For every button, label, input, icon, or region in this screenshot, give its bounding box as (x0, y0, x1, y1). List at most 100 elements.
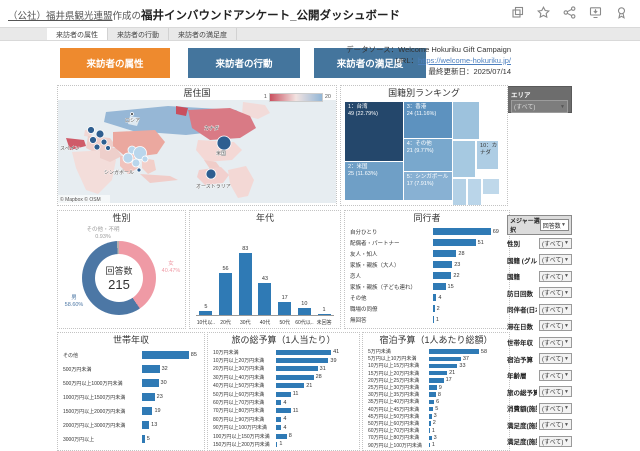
bar-value: 37 (462, 355, 469, 362)
filter-dropdown[interactable]: (すべて) ▼ (539, 435, 572, 447)
org-link[interactable]: （公社）福井県観光連盟 (8, 11, 113, 22)
country-canada[interactable] (188, 108, 256, 140)
bar[interactable] (429, 385, 437, 390)
filter-dropdown[interactable]: (すべて) ▼ (539, 270, 572, 282)
nav-button[interactable]: 来訪者の満足度 (314, 48, 426, 78)
measure-dropdown[interactable]: 回答数 ▼ (539, 219, 569, 231)
gender-donut[interactable]: 回答数 215 (82, 241, 156, 315)
filter-dropdown[interactable]: (すべて) ▼ (539, 369, 572, 381)
treemap-cell[interactable] (453, 102, 480, 139)
badge-icon[interactable] (615, 6, 628, 19)
filter-dropdown[interactable]: (すべて) ▼ (539, 419, 572, 431)
filter-dropdown[interactable]: (すべて) ▼ (539, 353, 572, 365)
filter-dropdown[interactable]: (すべて) ▼ (539, 386, 572, 398)
bar[interactable] (276, 383, 305, 389)
bar[interactable] (297, 307, 311, 315)
bar[interactable] (433, 228, 491, 235)
bar[interactable] (199, 311, 213, 315)
bar[interactable] (142, 407, 153, 415)
filter-dropdown[interactable]: (すべて) ▼ (539, 254, 572, 266)
filter-dropdown[interactable]: (すべて) ▼ (539, 287, 572, 299)
treemap-cell[interactable]: 5：シンガポール 17 (7.91%) (403, 172, 453, 200)
bar[interactable] (276, 358, 329, 364)
bar-value: 23 (454, 261, 461, 268)
copy-icon[interactable] (511, 6, 524, 19)
sheet-tab[interactable]: 来訪者の満足度 (169, 28, 237, 40)
datasource-link[interactable]: https://welcome-hokuriku.jp/ (418, 56, 511, 65)
filter-dropdown[interactable]: (すべて) ▼ (539, 303, 572, 315)
treemap-cell[interactable]: 10：カナダ (477, 140, 498, 170)
sheet-tab[interactable]: 来訪者の属性 (47, 28, 108, 40)
share-icon[interactable] (563, 6, 576, 19)
bar[interactable] (429, 378, 444, 383)
bar[interactable] (429, 421, 431, 426)
treemap-cell[interactable]: 4：その他 21 (9.77%) (403, 138, 453, 172)
treemap-cell[interactable] (468, 179, 482, 205)
bar[interactable] (142, 435, 145, 443)
bar[interactable] (433, 261, 453, 268)
bar[interactable] (142, 393, 155, 401)
bar[interactable] (429, 428, 430, 433)
treemap-cell[interactable] (483, 179, 499, 195)
bar[interactable] (433, 294, 437, 301)
bar[interactable] (238, 253, 252, 315)
bar[interactable] (276, 374, 314, 380)
bar[interactable] (276, 400, 282, 406)
bar[interactable] (142, 365, 160, 373)
bar[interactable] (429, 435, 432, 441)
bar[interactable] (219, 273, 233, 315)
filter-dropdown[interactable]: (すべて) ▼ (539, 320, 572, 332)
bar[interactable] (276, 366, 318, 372)
bar-label: 70万円以上80万円未満 (213, 408, 265, 415)
nav-button[interactable]: 来訪者の行動 (188, 48, 300, 78)
star-icon[interactable] (537, 6, 550, 19)
bar[interactable] (142, 379, 159, 387)
region-alaska[interactable] (176, 106, 188, 116)
treemap-cell[interactable]: 3：香港 24 (11.16%) (403, 102, 453, 138)
treemap-cell[interactable]: 2：米国 25 (11.63%) (345, 162, 403, 200)
bar[interactable] (429, 349, 479, 354)
bar[interactable] (142, 351, 189, 359)
country-spain[interactable] (66, 138, 86, 150)
bar[interactable] (429, 442, 430, 448)
bar[interactable] (433, 272, 452, 279)
filter-label: 性別 (507, 241, 520, 249)
bar[interactable] (276, 416, 282, 422)
bar[interactable] (433, 239, 476, 246)
filter-dropdown[interactable]: (すべて) ▼ (539, 237, 572, 249)
bar[interactable] (276, 408, 291, 414)
bar[interactable] (429, 399, 435, 405)
filter-dropdown[interactable]: (すべて) ▼ (539, 336, 572, 348)
filter-value: (すべて) (542, 357, 564, 364)
bar[interactable] (276, 433, 287, 439)
bar[interactable] (276, 391, 291, 397)
treemap-cell[interactable] (453, 179, 467, 205)
bar[interactable] (433, 250, 457, 257)
treemap-cell[interactable] (453, 140, 476, 178)
download-icon[interactable] (589, 6, 602, 19)
bar[interactable] (429, 363, 458, 369)
bar[interactable] (433, 283, 446, 290)
treemap-cell[interactable]: 1：台湾 49 (22.79%) (345, 102, 403, 162)
bar[interactable] (429, 392, 436, 397)
filter-dropdown[interactable]: (すべて) ▼ (539, 402, 572, 414)
bar[interactable] (276, 349, 332, 355)
bar[interactable] (429, 370, 448, 376)
bar[interactable] (429, 406, 434, 412)
bar[interactable] (429, 356, 461, 362)
bar[interactable] (433, 305, 435, 312)
bar[interactable] (276, 425, 282, 431)
bar[interactable] (258, 282, 272, 315)
bar[interactable] (142, 421, 150, 429)
area-filter-dropdown[interactable]: (すべて) ▼ (511, 100, 568, 113)
bar[interactable] (429, 414, 432, 419)
nav-button[interactable]: 来訪者の属性 (60, 48, 170, 78)
world-map[interactable]: ロシア スペイン カナダ 米国 シンガポール オーストラリア © Mapbox … (58, 100, 336, 203)
bar[interactable] (433, 316, 434, 323)
country-china[interactable] (113, 130, 165, 158)
filter-value: (すべて) (542, 241, 564, 248)
bar[interactable] (276, 441, 278, 447)
sheet-tab[interactable]: 来訪者の行動 (108, 28, 169, 40)
bar[interactable] (317, 314, 331, 315)
bar[interactable] (278, 302, 292, 315)
